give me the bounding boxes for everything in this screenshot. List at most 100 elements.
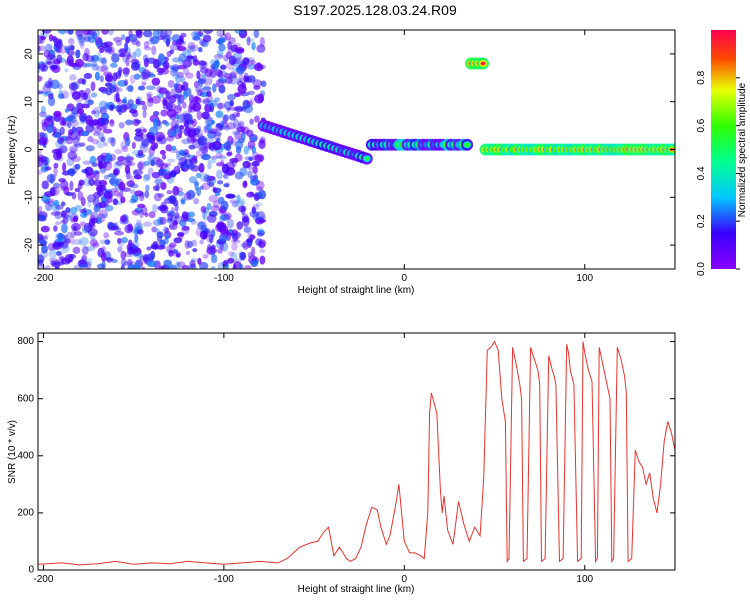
heatmap-noise-blob	[254, 154, 265, 162]
heatmap-noise-blob	[141, 81, 147, 86]
heatmap-noise-blob	[97, 51, 102, 60]
heatmap-noise-blob	[130, 62, 140, 71]
heatmap-noise-blob	[129, 74, 136, 84]
heatmap-noise-blob	[176, 71, 184, 78]
heatmap-noise-blob	[91, 63, 99, 71]
heatmap-noise-blob	[222, 174, 228, 179]
heatmap-noise-blob	[238, 263, 244, 269]
heatmap-noise-blob	[56, 233, 66, 240]
heatmap-noise-blob	[231, 242, 238, 251]
heatmap-noise-blob	[231, 201, 239, 208]
heatmap-noise-blob	[84, 93, 91, 103]
heatmap-x-tick-label: -100	[214, 273, 234, 284]
heatmap-noise-blob	[67, 44, 75, 50]
heatmap-noise-blob	[211, 266, 216, 269]
heatmap-noise-blob	[238, 73, 244, 84]
heatmap-noise-blob	[253, 30, 260, 39]
heatmap-noise-blob	[38, 258, 44, 267]
heatmap-noise-blob	[38, 154, 45, 162]
heatmap-noise-blob	[185, 72, 194, 79]
heatmap-noise-blob	[251, 160, 260, 167]
heatmap-noise-blob	[163, 237, 169, 245]
heatmap-noise-blob	[245, 38, 255, 43]
heatmap-noise-blob	[78, 89, 87, 98]
heatmap-noise-blob	[250, 59, 256, 65]
snr-plot-area	[38, 333, 675, 570]
heatmap-noise-blob	[120, 237, 129, 244]
heatmap-noise-blob	[82, 53, 89, 62]
colorbar-tick-label: 0.2	[696, 214, 707, 228]
heatmap-noise-blob	[233, 57, 244, 65]
heatmap-noise-blob	[253, 85, 261, 90]
heatmap-noise-blob	[71, 107, 80, 115]
heatmap-noise-blob	[127, 246, 134, 255]
heatmap-noise-blob	[166, 35, 171, 45]
snr-frame	[37, 332, 676, 571]
heatmap-noise-blob	[229, 199, 237, 204]
heatmap-noise-blob	[142, 221, 153, 227]
heatmap-noise-blob	[210, 254, 218, 264]
heatmap-noise-blob	[89, 155, 97, 164]
heatmap-noise-blob	[154, 178, 163, 185]
heatmap-noise-blob	[70, 218, 78, 223]
heatmap-noise-blob	[84, 63, 93, 68]
heatmap-noise-blob	[117, 155, 126, 162]
heatmap-noise-blob	[181, 265, 191, 269]
heatmap-noise-blob	[84, 35, 91, 42]
heatmap-noise-blob	[69, 206, 78, 215]
heatmap-noise-blob	[129, 189, 136, 195]
heatmap-noise-blob	[167, 158, 176, 163]
heatmap-noise-blob	[238, 106, 244, 111]
heatmap-noise-blob	[180, 199, 186, 205]
heatmap-noise-blob	[99, 117, 110, 126]
heatmap-noise-blob	[227, 41, 232, 51]
heatmap-noise-blob	[125, 52, 132, 58]
heatmap-noise-blob	[229, 71, 237, 78]
heatmap-noise-blob	[172, 185, 180, 196]
heatmap-noise-blob	[208, 181, 215, 187]
heatmap-noise-blob	[116, 104, 122, 112]
heatmap-noise-blob	[70, 235, 75, 245]
heatmap-noise-blob	[197, 257, 202, 265]
heatmap-x-tick-label: 0	[402, 273, 408, 284]
heatmap-noise-blob	[258, 139, 266, 150]
heatmap-noise-blob	[156, 93, 165, 99]
heatmap-noise-blob	[38, 45, 46, 52]
heatmap-noise-blob	[197, 78, 207, 84]
heatmap-noise-blob	[226, 61, 235, 71]
heatmap-noise-blob	[65, 214, 72, 221]
heatmap-noise-blob	[124, 42, 129, 52]
heatmap-noise-blob	[139, 208, 144, 219]
heatmap-noise-blob	[38, 111, 47, 118]
heatmap-noise-blob	[53, 166, 58, 177]
heatmap-noise-blob	[158, 87, 168, 95]
heatmap-noise-blob	[101, 30, 109, 35]
heatmap-noise-blob	[215, 162, 225, 167]
heatmap-noise-blob	[226, 107, 231, 112]
heatmap-noise-blob	[214, 59, 220, 68]
heatmap-noise-blob	[110, 84, 119, 89]
heatmap-noise-blob	[98, 201, 107, 209]
heatmap-noise-blob	[228, 101, 234, 106]
heatmap-noise-blob	[129, 198, 137, 204]
heatmap-noise-blob	[82, 160, 92, 165]
heatmap-noise-blob	[170, 65, 179, 71]
heatmap-y-tick-label: -20	[24, 237, 35, 252]
heatmap-noise-blob	[151, 141, 156, 151]
heatmap-noise-blob	[127, 33, 138, 43]
heatmap-noise-blob	[92, 131, 100, 136]
heatmap-noise-blob	[127, 264, 137, 269]
heatmap-noise-blob	[197, 30, 203, 37]
heatmap-noise-blob	[68, 38, 75, 45]
heatmap-noise-blob	[54, 38, 61, 48]
heatmap-noise-blob	[75, 30, 83, 37]
heatmap-noise-blob	[81, 254, 88, 261]
heatmap-noise-blob	[203, 174, 212, 181]
heatmap-noise-blob	[160, 32, 168, 40]
heatmap-noise-blob	[70, 155, 81, 163]
heatmap-noise-blob	[206, 123, 212, 132]
heatmap-noise-blob	[135, 98, 141, 105]
heatmap-noise-blob	[67, 150, 78, 160]
heatmap-noise-blob	[122, 104, 128, 113]
heatmap-noise-blob	[51, 262, 56, 268]
